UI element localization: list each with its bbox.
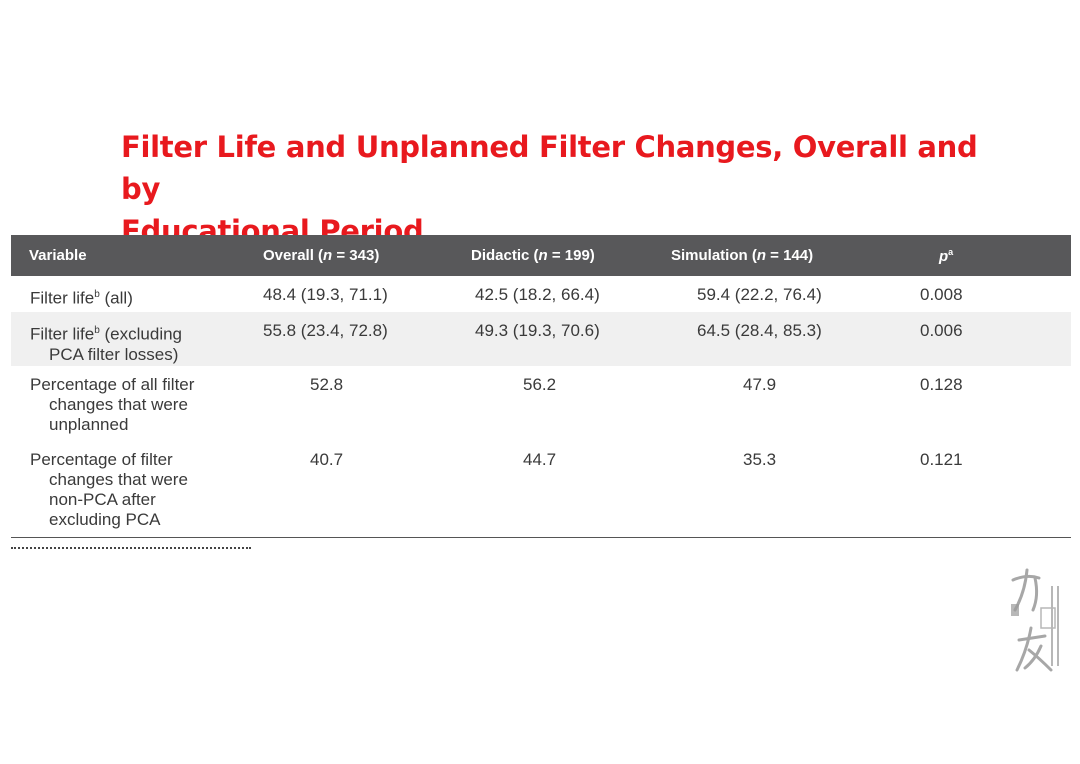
cell-simulation: 64.5 (28.4, 85.3) xyxy=(697,321,822,340)
header-p: pa xyxy=(939,246,954,265)
footnote-cropped xyxy=(11,544,271,550)
cell-simulation: 59.4 (22.2, 76.4) xyxy=(697,285,822,304)
table-row: Filter lifeb (excluding PCA filter losse… xyxy=(11,312,1071,366)
slide-title-line-1: Filter Life and Unplanned Filter Changes… xyxy=(121,130,978,206)
results-table: Variable Overall (n = 343) Didactic (n =… xyxy=(11,235,1071,538)
cell-didactic: 42.5 (18.2, 66.4) xyxy=(475,285,600,304)
table-header-row: Variable Overall (n = 343) Didactic (n =… xyxy=(11,235,1071,276)
slide-title-line-2: Educational Period xyxy=(121,214,424,248)
header-variable: Variable xyxy=(29,247,87,264)
cell-overall: 52.8 xyxy=(310,375,344,394)
row-variable: Percentage of all filter changes that we… xyxy=(30,375,195,434)
cell-p: 0.006 xyxy=(920,321,963,340)
cell-p: 0.128 xyxy=(920,375,963,394)
cell-simulation: 35.3 xyxy=(743,450,777,469)
row-variable: Percentage of filter changes that were n… xyxy=(30,450,188,529)
header-didactic: Didactic (n = 199) xyxy=(471,247,595,264)
cell-didactic: 56.2 xyxy=(523,375,557,394)
cell-overall: 55.8 (23.4, 72.8) xyxy=(263,321,388,340)
cell-overall: 40.7 xyxy=(310,450,344,469)
cell-didactic: 49.3 (19.3, 70.6) xyxy=(475,321,600,340)
cell-p: 0.121 xyxy=(920,450,963,469)
row-variable: Filter lifeb (all) xyxy=(30,288,133,308)
table-row: Filter lifeb (all) 48.4 (19.3, 71.1) 42.… xyxy=(11,276,1071,312)
slide-title: Filter Life and Unplanned Filter Changes… xyxy=(121,126,1021,252)
cell-simulation: 47.9 xyxy=(743,375,777,394)
cell-p: 0.008 xyxy=(920,285,963,304)
cell-didactic: 44.7 xyxy=(523,450,557,469)
brush-calligraphy-seal-icon xyxy=(1005,566,1067,676)
table-row: Percentage of filter changes that were n… xyxy=(11,441,1071,537)
header-simulation: Simulation (n = 144) xyxy=(671,247,814,264)
row-variable: Filter lifeb (excluding PCA filter losse… xyxy=(30,324,183,364)
cell-overall: 48.4 (19.3, 71.1) xyxy=(263,285,388,304)
header-overall: Overall (n = 343) xyxy=(263,247,380,264)
table-row: Percentage of all filter changes that we… xyxy=(11,366,1071,441)
